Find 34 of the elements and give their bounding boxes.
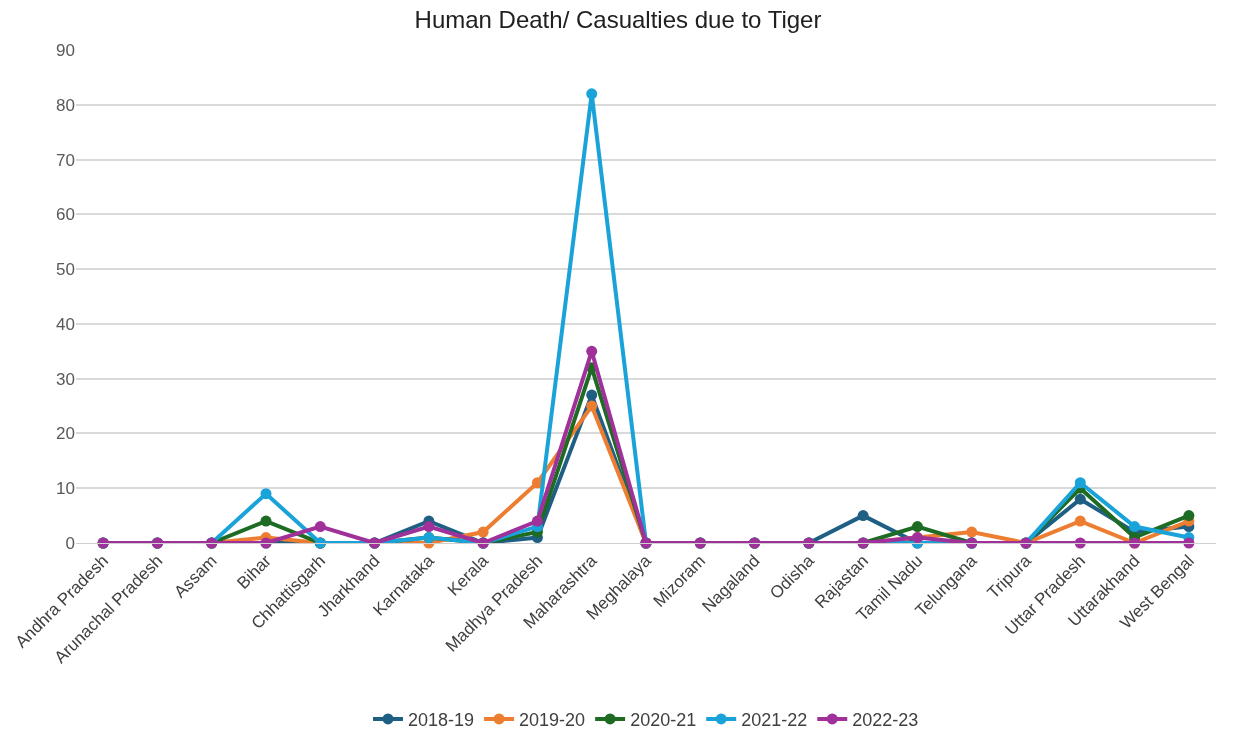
- point: [1129, 521, 1141, 533]
- legend-label: 2022-23: [852, 709, 919, 730]
- y-tick-label: 90: [56, 40, 75, 60]
- legend-label: 2020-21: [630, 709, 697, 730]
- point: [260, 515, 272, 527]
- point: [477, 526, 489, 538]
- y-tick-label: 60: [56, 205, 75, 225]
- legend-label: 2018-19: [408, 709, 475, 730]
- y-tick-label: 80: [56, 95, 75, 115]
- point: [1183, 510, 1195, 522]
- point: [314, 521, 326, 533]
- point: [857, 510, 869, 522]
- point: [1074, 477, 1086, 489]
- legend-label: 2019-20: [519, 709, 586, 730]
- point: [966, 526, 978, 538]
- point: [586, 389, 598, 401]
- legend-label: 2021-22: [741, 709, 808, 730]
- point: [911, 521, 923, 533]
- y-tick-label: 10: [56, 479, 75, 499]
- y-tick-label: 0: [65, 533, 75, 553]
- point: [1074, 493, 1086, 505]
- y-tick-label: 20: [56, 424, 75, 444]
- point: [423, 521, 435, 533]
- y-tick-label: 70: [56, 150, 75, 170]
- point: [586, 88, 598, 100]
- point: [586, 400, 598, 412]
- y-tick-label: 40: [56, 314, 75, 334]
- chart-title: Human Death/ Casualties due to Tiger: [414, 6, 822, 34]
- y-tick-label: 50: [56, 260, 75, 280]
- point: [586, 345, 598, 357]
- point: [1074, 515, 1086, 527]
- y-tick-label: 30: [56, 369, 75, 389]
- point: [531, 515, 543, 527]
- point: [260, 488, 272, 500]
